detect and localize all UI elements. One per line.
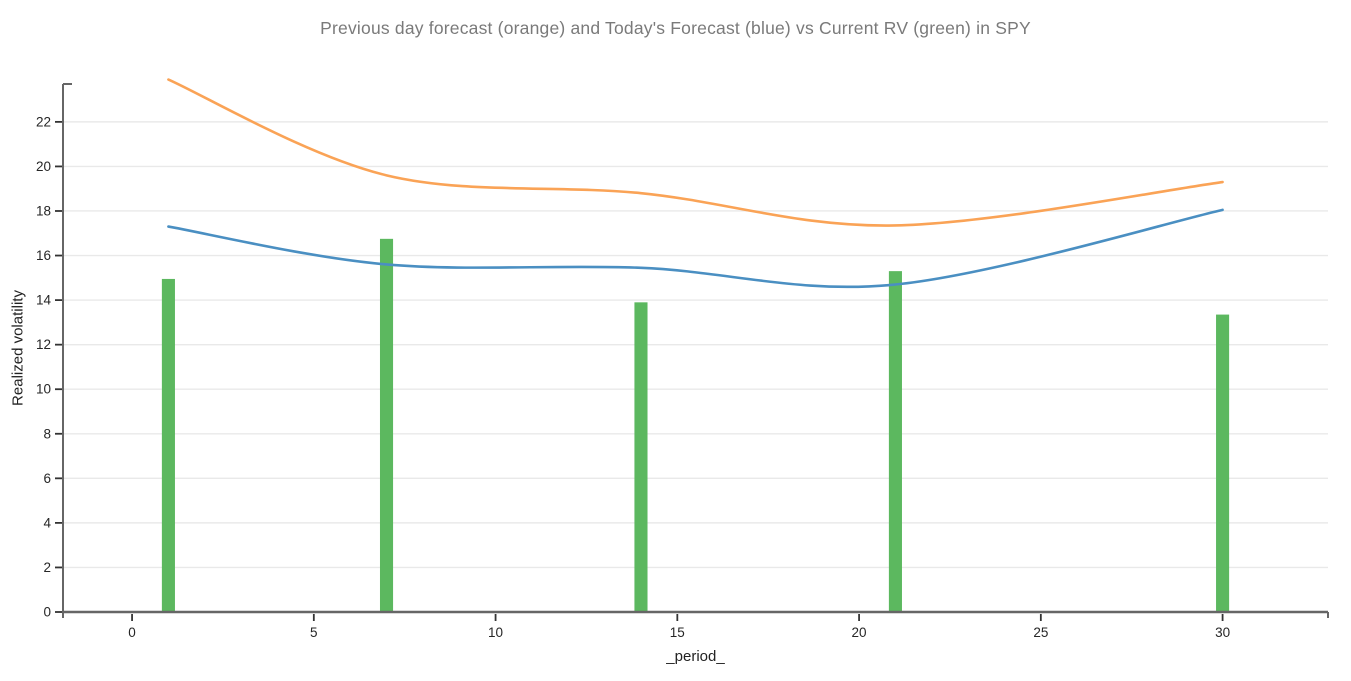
line-previous-day-forecast [167, 78, 1224, 227]
x-tick-label: 30 [1215, 625, 1230, 640]
y-tick-label: 6 [43, 471, 51, 486]
y-tick-label: 14 [36, 293, 52, 308]
bar-current-rv [634, 302, 648, 612]
x-tick-label: 15 [670, 625, 685, 640]
y-tick-label: 10 [36, 382, 51, 397]
bar-current-rv [379, 238, 394, 612]
x-tick-label: 25 [1033, 625, 1048, 640]
bar-current-rv [888, 271, 902, 612]
bar-current-rv [1216, 314, 1230, 612]
y-tick-label: 18 [36, 203, 51, 218]
x-tick-label: 5 [310, 625, 318, 640]
y-tick-label: 16 [36, 248, 51, 263]
line-today-forecast [167, 208, 1224, 289]
y-tick-label: 0 [43, 605, 51, 620]
y-tick-label: 22 [36, 114, 51, 129]
chart-title: Previous day forecast (orange) and Today… [320, 18, 1031, 38]
y-tick-label: 8 [43, 426, 51, 441]
y-tick-label: 2 [43, 560, 51, 575]
y-axis-title: Realized volatility [9, 290, 27, 406]
y-tick-label: 4 [43, 515, 51, 530]
y-tick-label: 20 [36, 159, 51, 174]
x-axis-title: _period_ [666, 648, 725, 665]
x-tick-label: 0 [128, 625, 136, 640]
x-tick-label: 10 [488, 625, 503, 640]
y-tick-label: 12 [36, 337, 51, 352]
bar-current-rv [161, 278, 175, 612]
x-tick-label: 20 [852, 625, 867, 640]
